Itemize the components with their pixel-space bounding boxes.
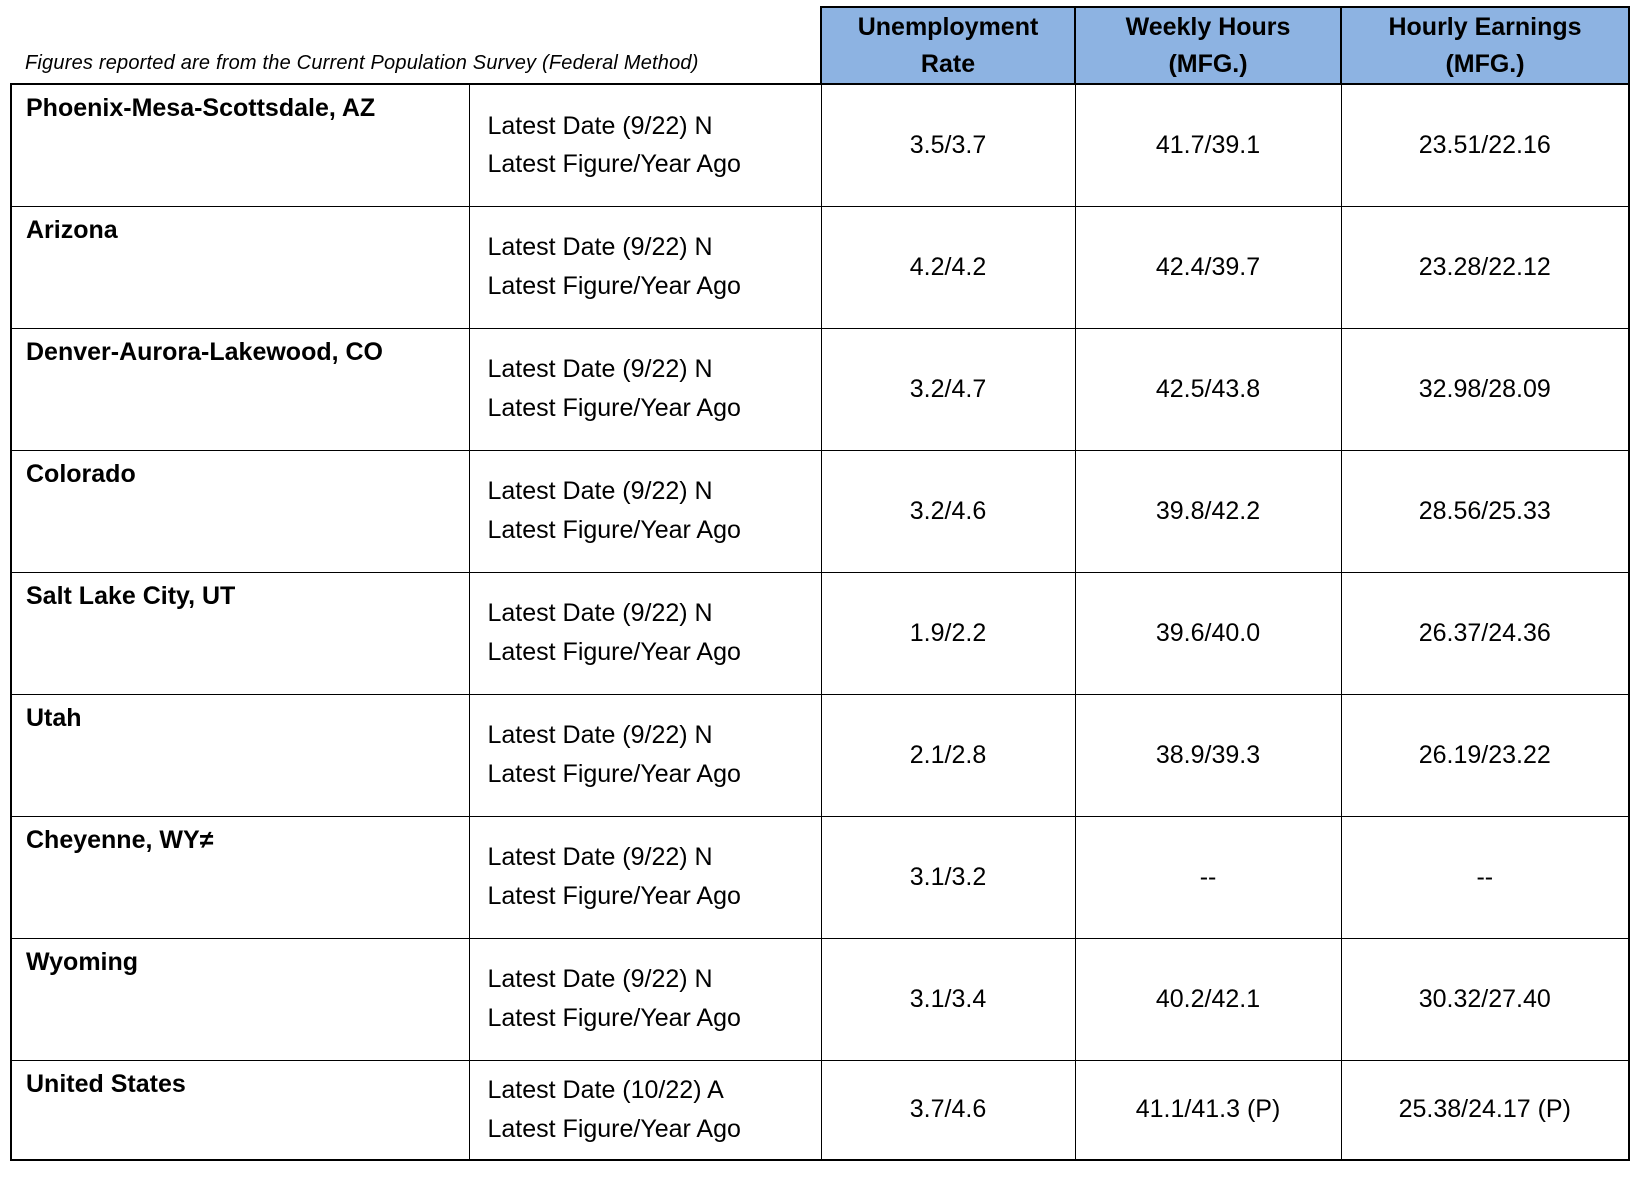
measure-labels-cell: Latest Date (9/22) N Latest Figure/Year … xyxy=(468,205,822,329)
table-row-utah: Utah Latest Date (9/22) N Latest Figure/… xyxy=(10,693,1631,817)
source-note: Figures reported are from the Current Po… xyxy=(25,52,699,74)
date-label: Latest Date (9/22) N xyxy=(487,111,713,140)
date-label: Latest Date (10/22) A xyxy=(487,1076,724,1104)
weekly-hours-value: 40.2/42.1 xyxy=(1074,937,1342,1061)
table-row-arizona: Arizona Latest Date (9/22) N Latest Figu… xyxy=(10,205,1631,329)
hourly-earnings-value: 30.32/27.40 xyxy=(1340,937,1631,1061)
figure-label: Latest Figure/Year Ago xyxy=(487,638,741,666)
measure-labels-cell: Latest Date (9/22) N Latest Figure/Year … xyxy=(468,327,822,451)
table-row-denver: Denver-Aurora-Lakewood, CO Latest Date (… xyxy=(10,327,1631,451)
measure-labels-cell: Latest Date (9/22) N Latest Figure/Year … xyxy=(468,571,822,695)
column-header-line: Weekly Hours xyxy=(1125,13,1291,42)
unemployment-value: 3.2/4.6 xyxy=(820,449,1076,573)
table-row-united-states: United States Latest Date (10/22) A Late… xyxy=(10,1059,1631,1161)
labor-statistics-table: Figures reported are from the Current Po… xyxy=(10,6,1631,1161)
figure-label: Latest Figure/Year Ago xyxy=(487,150,741,179)
region-name: Colorado xyxy=(10,449,470,573)
column-header-line: (MFG.) xyxy=(1445,49,1525,78)
figure-label: Latest Figure/Year Ago xyxy=(487,394,741,422)
figure-label: Latest Figure/Year Ago xyxy=(487,1114,741,1143)
unemployment-value: 3.1/3.2 xyxy=(820,815,1076,939)
column-header-line: Rate xyxy=(920,49,976,78)
hourly-earnings-value: 23.28/22.12 xyxy=(1340,205,1631,329)
region-name: Salt Lake City, UT xyxy=(10,571,470,695)
unemployment-value: 3.5/3.7 xyxy=(820,83,1076,207)
table-row-cheyenne: Cheyenne, WY≠ Latest Date (9/22) N Lates… xyxy=(10,815,1631,939)
measure-labels-cell: Latest Date (9/22) N Latest Figure/Year … xyxy=(468,449,822,573)
hourly-earnings-value: -- xyxy=(1340,815,1631,939)
measure-labels-cell: Latest Date (9/22) N Latest Figure/Year … xyxy=(468,693,822,817)
unemployment-value: 3.1/3.4 xyxy=(820,937,1076,1061)
region-name: Denver-Aurora-Lakewood, CO xyxy=(10,327,470,451)
weekly-hours-value: 41.1/41.3 (P) xyxy=(1074,1059,1342,1161)
weekly-hours-value: 42.4/39.7 xyxy=(1074,205,1342,329)
date-label: Latest Date (9/22) N xyxy=(487,599,713,628)
weekly-hours-value: 41.7/39.1 xyxy=(1074,83,1342,207)
weekly-hours-value: 38.9/39.3 xyxy=(1074,693,1342,817)
table-row-salt-lake-city: Salt Lake City, UT Latest Date (9/22) N … xyxy=(10,571,1631,695)
measure-labels-cell: Latest Date (9/22) N Latest Figure/Year … xyxy=(468,937,822,1061)
measure-labels-cell: Latest Date (9/22) N Latest Figure/Year … xyxy=(468,83,822,207)
date-label: Latest Date (9/22) N xyxy=(487,233,713,262)
weekly-hours-value: 39.8/42.2 xyxy=(1074,449,1342,573)
unemployment-value: 3.7/4.6 xyxy=(820,1059,1076,1161)
region-name: Wyoming xyxy=(10,937,470,1061)
weekly-hours-value: -- xyxy=(1074,815,1342,939)
figure-label: Latest Figure/Year Ago xyxy=(487,882,741,910)
region-name: Utah xyxy=(10,693,470,817)
column-header-line: (MFG.) xyxy=(1168,49,1248,78)
unemployment-value: 2.1/2.8 xyxy=(820,693,1076,817)
table-row-colorado: Colorado Latest Date (9/22) N Latest Fig… xyxy=(10,449,1631,573)
measure-labels-cell: Latest Date (9/22) N Latest Figure/Year … xyxy=(468,815,822,939)
date-label: Latest Date (9/22) N xyxy=(487,965,713,994)
column-header-weekly-hours: Weekly Hours (MFG.) xyxy=(1074,6,1343,85)
region-name: Cheyenne, WY≠ xyxy=(10,815,470,939)
region-name: Arizona xyxy=(10,205,470,329)
measure-labels-cell: Latest Date (10/22) A Latest Figure/Year… xyxy=(468,1059,822,1161)
date-label: Latest Date (9/22) N xyxy=(487,721,713,750)
unemployment-value: 4.2/4.2 xyxy=(820,205,1076,329)
date-label: Latest Date (9/22) N xyxy=(487,477,713,506)
table-row-wyoming: Wyoming Latest Date (9/22) N Latest Figu… xyxy=(10,937,1631,1061)
column-header-unemployment-rate: Unemployment Rate xyxy=(820,6,1077,85)
figure-label: Latest Figure/Year Ago xyxy=(487,272,741,300)
table-row-phoenix: Phoenix-Mesa-Scottsdale, AZ Latest Date … xyxy=(10,83,1631,207)
date-label: Latest Date (9/22) N xyxy=(487,355,713,384)
figure-label: Latest Figure/Year Ago xyxy=(487,516,741,544)
weekly-hours-value: 39.6/40.0 xyxy=(1074,571,1342,695)
date-label: Latest Date (9/22) N xyxy=(487,843,713,872)
column-header-line: Hourly Earnings xyxy=(1388,13,1582,42)
column-header-line: Unemployment xyxy=(857,13,1039,42)
hourly-earnings-value: 32.98/28.09 xyxy=(1340,327,1631,451)
unemployment-value: 3.2/4.7 xyxy=(820,327,1076,451)
figure-label: Latest Figure/Year Ago xyxy=(487,760,741,788)
region-name: United States xyxy=(10,1059,470,1161)
hourly-earnings-value: 25.38/24.17 (P) xyxy=(1340,1059,1631,1161)
hourly-earnings-value: 26.19/23.22 xyxy=(1340,693,1631,817)
hourly-earnings-value: 28.56/25.33 xyxy=(1340,449,1631,573)
hourly-earnings-value: 26.37/24.36 xyxy=(1340,571,1631,695)
unemployment-value: 1.9/2.2 xyxy=(820,571,1076,695)
figure-label: Latest Figure/Year Ago xyxy=(487,1004,741,1032)
header-row: Figures reported are from the Current Po… xyxy=(11,6,1631,85)
source-note-cell: Figures reported are from the Current Po… xyxy=(11,7,822,85)
hourly-earnings-value: 23.51/22.16 xyxy=(1340,83,1631,207)
region-name: Phoenix-Mesa-Scottsdale, AZ xyxy=(10,83,470,207)
column-header-hourly-earnings: Hourly Earnings (MFG.) xyxy=(1340,6,1631,85)
weekly-hours-value: 42.5/43.8 xyxy=(1074,327,1342,451)
